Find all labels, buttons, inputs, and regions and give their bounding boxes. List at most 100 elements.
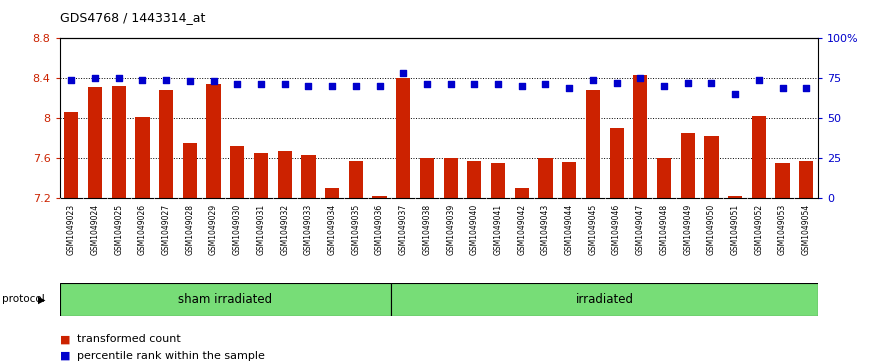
Text: ■: ■ bbox=[60, 351, 70, 361]
Bar bbox=[301, 155, 316, 198]
Bar bbox=[799, 161, 814, 198]
Bar bbox=[420, 158, 434, 198]
Text: GSM1049051: GSM1049051 bbox=[731, 204, 739, 255]
Point bbox=[514, 83, 528, 89]
Point bbox=[65, 77, 79, 82]
Bar bbox=[206, 84, 220, 198]
Point bbox=[775, 85, 789, 90]
Text: GSM1049032: GSM1049032 bbox=[280, 204, 290, 255]
Text: GSM1049037: GSM1049037 bbox=[399, 204, 408, 255]
Text: GSM1049045: GSM1049045 bbox=[588, 204, 598, 255]
Point bbox=[610, 80, 624, 86]
Point bbox=[728, 91, 742, 97]
Point bbox=[301, 83, 315, 89]
Text: GSM1049026: GSM1049026 bbox=[138, 204, 147, 255]
Bar bbox=[183, 143, 197, 198]
Text: GSM1049042: GSM1049042 bbox=[517, 204, 526, 255]
Point bbox=[657, 83, 671, 89]
Point bbox=[254, 82, 268, 87]
Text: GSM1049024: GSM1049024 bbox=[90, 204, 100, 255]
Text: GSM1049053: GSM1049053 bbox=[778, 204, 788, 255]
Text: GSM1049048: GSM1049048 bbox=[660, 204, 668, 255]
Text: GSM1049046: GSM1049046 bbox=[612, 204, 621, 255]
Text: GSM1049025: GSM1049025 bbox=[115, 204, 123, 255]
Point bbox=[136, 77, 150, 82]
Bar bbox=[64, 112, 79, 198]
Text: GSM1049050: GSM1049050 bbox=[707, 204, 716, 255]
Text: GSM1049033: GSM1049033 bbox=[304, 204, 313, 255]
Bar bbox=[373, 196, 387, 198]
Point bbox=[586, 77, 600, 82]
Point bbox=[88, 75, 102, 81]
Point bbox=[230, 82, 244, 87]
Text: GSM1049035: GSM1049035 bbox=[352, 204, 360, 255]
Text: GSM1049041: GSM1049041 bbox=[493, 204, 502, 255]
Text: GSM1049038: GSM1049038 bbox=[423, 204, 431, 255]
Text: GSM1049043: GSM1049043 bbox=[541, 204, 550, 255]
Text: GSM1049034: GSM1049034 bbox=[327, 204, 337, 255]
Point bbox=[349, 83, 363, 89]
Bar bbox=[657, 158, 671, 198]
Bar bbox=[704, 136, 718, 198]
Point bbox=[538, 82, 552, 87]
Bar bbox=[396, 78, 410, 198]
Point bbox=[799, 85, 813, 90]
Text: GSM1049052: GSM1049052 bbox=[754, 204, 763, 255]
Point bbox=[420, 82, 434, 87]
Text: GSM1049023: GSM1049023 bbox=[66, 204, 76, 255]
Point bbox=[752, 77, 766, 82]
Bar bbox=[491, 163, 505, 198]
Text: GSM1049047: GSM1049047 bbox=[636, 204, 645, 255]
Text: GSM1049036: GSM1049036 bbox=[375, 204, 384, 255]
Point bbox=[563, 85, 577, 90]
Point bbox=[634, 75, 648, 81]
Text: transformed count: transformed count bbox=[77, 334, 181, 344]
Text: GSM1049027: GSM1049027 bbox=[162, 204, 171, 255]
Text: ▶: ▶ bbox=[38, 294, 46, 305]
Point bbox=[277, 82, 291, 87]
Bar bbox=[610, 128, 624, 198]
Bar bbox=[514, 188, 528, 198]
Text: percentile rank within the sample: percentile rank within the sample bbox=[77, 351, 265, 361]
Point bbox=[183, 78, 197, 84]
Bar bbox=[88, 87, 102, 198]
Text: GSM1049029: GSM1049029 bbox=[209, 204, 218, 255]
Point bbox=[159, 77, 173, 82]
Text: GSM1049054: GSM1049054 bbox=[802, 204, 811, 255]
Point bbox=[373, 83, 387, 89]
Text: GSM1049028: GSM1049028 bbox=[186, 204, 194, 255]
Bar bbox=[230, 146, 244, 198]
Bar bbox=[775, 163, 789, 198]
Bar bbox=[277, 151, 292, 198]
Point bbox=[396, 70, 410, 76]
Bar bbox=[391, 283, 818, 316]
Point bbox=[491, 82, 505, 87]
Point bbox=[206, 78, 220, 84]
Text: GSM1049040: GSM1049040 bbox=[470, 204, 479, 255]
Bar bbox=[634, 75, 648, 198]
Bar bbox=[325, 188, 340, 198]
Point bbox=[112, 75, 126, 81]
Text: GSM1049030: GSM1049030 bbox=[233, 204, 242, 255]
Text: ■: ■ bbox=[60, 334, 70, 344]
Bar bbox=[467, 161, 481, 198]
Text: GDS4768 / 1443314_at: GDS4768 / 1443314_at bbox=[60, 11, 205, 24]
Bar bbox=[159, 90, 173, 198]
Bar bbox=[112, 86, 126, 198]
Text: sham irradiated: sham irradiated bbox=[178, 293, 272, 306]
Bar bbox=[136, 117, 150, 198]
Text: GSM1049031: GSM1049031 bbox=[256, 204, 265, 255]
Text: irradiated: irradiated bbox=[576, 293, 634, 306]
Text: GSM1049049: GSM1049049 bbox=[683, 204, 692, 255]
Bar bbox=[681, 133, 695, 198]
Point bbox=[444, 82, 458, 87]
Bar bbox=[444, 158, 458, 198]
Text: GSM1049044: GSM1049044 bbox=[564, 204, 574, 255]
Point bbox=[681, 80, 695, 86]
Point bbox=[467, 82, 481, 87]
Point bbox=[326, 83, 340, 89]
Text: protocol: protocol bbox=[2, 294, 45, 305]
Point bbox=[704, 80, 718, 86]
Bar bbox=[349, 161, 363, 198]
Bar bbox=[585, 90, 600, 198]
